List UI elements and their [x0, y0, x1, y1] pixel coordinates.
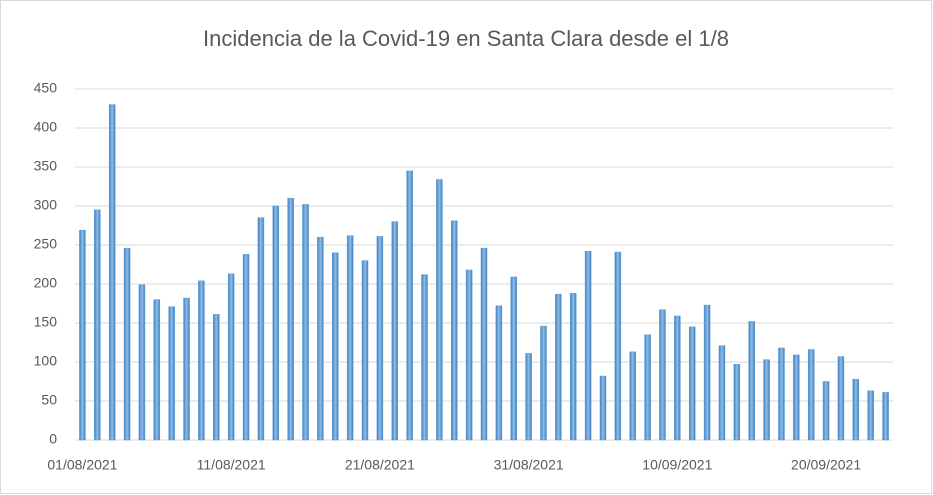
x-tick-label: 10/09/2021: [642, 457, 712, 473]
y-tick-label: 150: [34, 314, 58, 330]
bar: [108, 104, 116, 441]
bar: [480, 247, 488, 441]
bar: [748, 321, 755, 441]
y-tick-label: 300: [34, 197, 58, 213]
bar: [406, 170, 413, 441]
y-tick-label: 400: [34, 119, 58, 135]
bar: [599, 375, 607, 441]
bar: [213, 314, 220, 441]
bar: [569, 293, 577, 441]
bar: [852, 378, 860, 441]
bar: [778, 347, 785, 441]
bar: [257, 217, 265, 441]
bar: [198, 280, 205, 441]
bar: [495, 305, 503, 441]
bar: [94, 209, 101, 441]
bar: [584, 250, 592, 441]
bar: [822, 381, 830, 441]
bar: [421, 274, 428, 441]
y-tick-label: 350: [34, 158, 58, 174]
bar: [287, 197, 294, 441]
bar: [807, 349, 815, 441]
bar: [332, 252, 339, 441]
bar: [361, 260, 369, 441]
y-tick-label: 0: [49, 431, 57, 447]
x-tick-label: 20/09/2021: [791, 457, 861, 473]
bar: [317, 236, 324, 441]
bar: [718, 345, 726, 441]
bar: [629, 351, 636, 441]
bar: [168, 306, 175, 441]
y-tick-label: 50: [41, 392, 57, 408]
chart-title: Incidencia de la Covid-19 en Santa Clara…: [203, 26, 729, 51]
bar: [674, 315, 681, 441]
bar: [302, 204, 309, 441]
x-tick-label: 11/08/2021: [197, 457, 266, 473]
bar: [451, 220, 458, 441]
bar: [376, 236, 384, 441]
y-tick-label: 250: [34, 236, 58, 252]
y-tick-label: 200: [34, 275, 58, 291]
bar: [153, 299, 161, 441]
y-tick-label: 450: [34, 80, 58, 96]
bar: [555, 293, 562, 441]
x-tick-label: 31/08/2021: [494, 457, 564, 473]
bar: [763, 359, 770, 441]
bar: [882, 392, 889, 441]
bar: [183, 297, 190, 441]
bar: [733, 364, 741, 441]
bar: [465, 269, 473, 441]
y-tick-label: 100: [34, 353, 58, 369]
x-tick-label: 01/08/2021: [47, 457, 117, 473]
bar: [525, 353, 532, 441]
bar: [614, 251, 622, 441]
x-tick-label: 21/08/2021: [345, 457, 415, 473]
bar: [391, 221, 399, 441]
bar: [644, 334, 651, 441]
bar: [436, 179, 443, 441]
bar: [138, 284, 146, 441]
bar: [793, 354, 800, 441]
bar: [79, 229, 86, 441]
bar: [242, 254, 250, 441]
bar: [123, 247, 131, 441]
bar: [346, 235, 354, 441]
bar: [688, 326, 696, 441]
bar: [510, 276, 517, 441]
bar: [540, 325, 547, 441]
bar: [703, 304, 711, 441]
bar: [867, 390, 874, 441]
bar: [272, 205, 280, 441]
bar: [227, 273, 235, 441]
bar: [837, 356, 845, 441]
bar: [659, 309, 666, 441]
